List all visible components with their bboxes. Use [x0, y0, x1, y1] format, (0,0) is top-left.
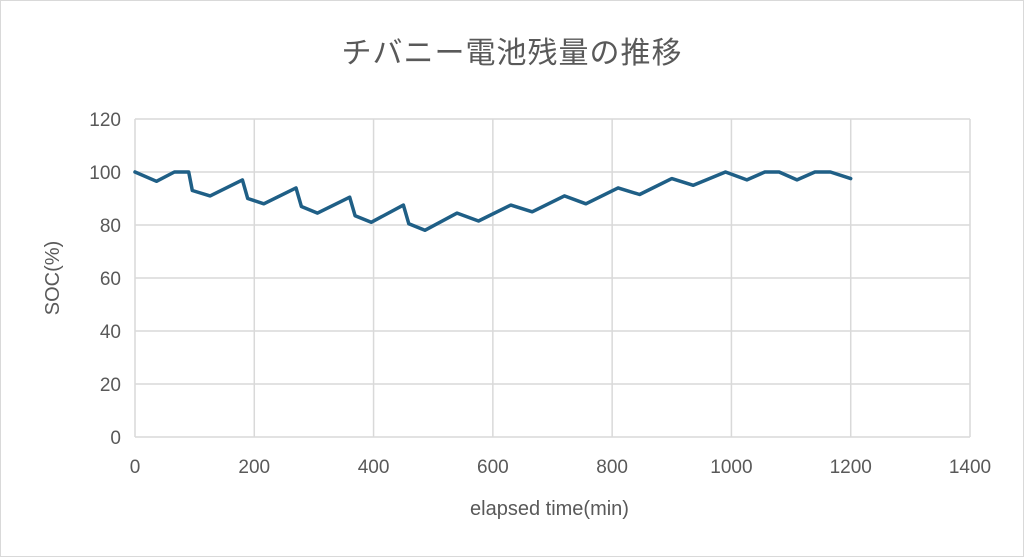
x-tick-labels: 0 200 400 600 800 1000 1200 1400 — [130, 457, 991, 478]
y-tick-label: 20 — [100, 375, 121, 396]
y-tick-label: 0 — [110, 428, 121, 449]
horizontal-gridlines — [135, 118, 970, 438]
y-tick-label: 120 — [89, 110, 121, 131]
x-tick-label: 200 — [238, 457, 270, 478]
series-line-0 — [133, 170, 853, 233]
y-tick-labels: 0 20 40 60 80 100 120 — [89, 110, 121, 449]
vertical-gridlines — [134, 119, 971, 437]
x-tick-label: 1400 — [949, 457, 991, 478]
y-tick-label: 80 — [100, 216, 121, 237]
x-tick-label: 0 — [130, 457, 141, 478]
x-tick-label: 800 — [596, 457, 628, 478]
x-tick-label: 1200 — [830, 457, 872, 478]
x-axis-label: elapsed time(min) — [470, 498, 629, 520]
x-tick-label: 600 — [477, 457, 509, 478]
y-axis-label: SOC(%) — [42, 241, 64, 315]
y-tick-label: 40 — [100, 322, 121, 343]
series-group — [133, 170, 853, 233]
y-tick-label: 100 — [89, 163, 121, 184]
y-tick-label: 60 — [100, 269, 121, 290]
x-tick-label: 400 — [358, 457, 390, 478]
x-tick-label: 1000 — [710, 457, 752, 478]
chart-title: チバニー電池残量の推移 — [341, 36, 683, 71]
